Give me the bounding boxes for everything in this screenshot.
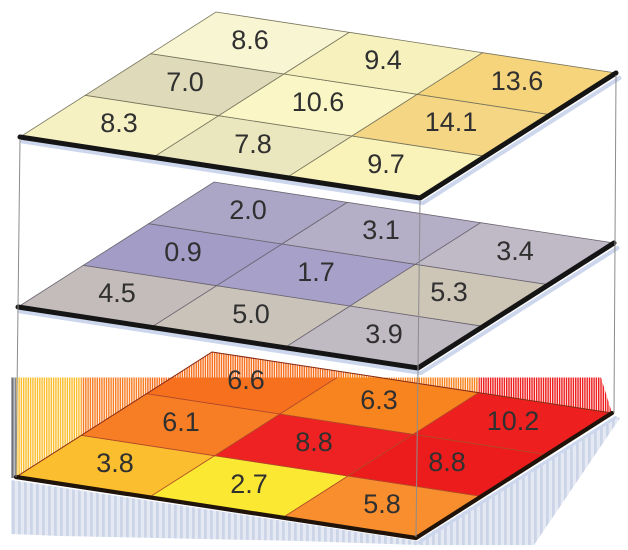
svg-text:8.8: 8.8: [428, 447, 466, 477]
svg-text:5.3: 5.3: [430, 277, 468, 307]
svg-text:2.7: 2.7: [230, 469, 268, 499]
svg-text:3.8: 3.8: [96, 448, 134, 478]
svg-text:3.9: 3.9: [365, 319, 403, 349]
svg-text:6.3: 6.3: [360, 385, 398, 415]
svg-text:3.1: 3.1: [362, 215, 400, 245]
svg-text:8.3: 8.3: [100, 108, 138, 138]
svg-text:9.4: 9.4: [364, 45, 402, 75]
svg-text:14.1: 14.1: [425, 107, 478, 137]
svg-text:5.8: 5.8: [363, 489, 401, 519]
svg-text:4.5: 4.5: [98, 278, 136, 308]
svg-text:8.8: 8.8: [295, 427, 333, 457]
svg-text:6.1: 6.1: [162, 407, 200, 437]
svg-text:1.7: 1.7: [297, 257, 335, 287]
svg-text:7.8: 7.8: [234, 129, 272, 159]
svg-text:7.0: 7.0: [166, 67, 204, 97]
svg-text:10.2: 10.2: [487, 406, 540, 436]
svg-text:13.6: 13.6: [491, 66, 544, 96]
svg-text:5.0: 5.0: [232, 299, 270, 329]
svg-text:3.4: 3.4: [496, 236, 534, 266]
svg-text:10.6: 10.6: [292, 87, 345, 117]
svg-text:6.6: 6.6: [227, 365, 265, 395]
svg-text:0.9: 0.9: [164, 237, 202, 267]
svg-text:8.6: 8.6: [231, 25, 269, 55]
svg-text:9.7: 9.7: [367, 149, 405, 179]
svg-text:2.0: 2.0: [229, 195, 267, 225]
